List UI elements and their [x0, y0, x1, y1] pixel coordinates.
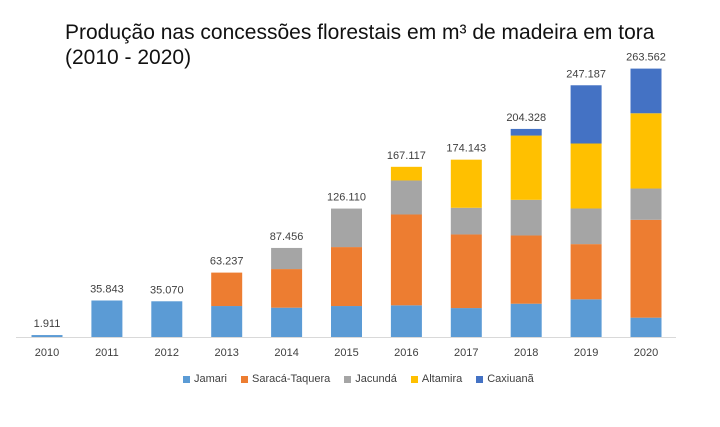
data-label-total-2020: 263.562 [626, 52, 666, 64]
bar-segment-altamira-2019 [570, 143, 602, 209]
bar-segment-jacund--2016 [390, 180, 422, 215]
bar-segment-jamari-2011 [91, 300, 123, 337]
legend-label: Saracá-Taquera [252, 373, 331, 385]
x-tick-label-2014: 2014 [274, 347, 298, 359]
bar-segment-sarac-taquera-2017 [450, 234, 482, 309]
legend-item-sarac-taquera: Saracá-Taquera [241, 373, 330, 385]
chart-title-line-1: Produção nas concessões florestais em m³… [65, 21, 655, 44]
x-tick-label-2011: 2011 [95, 347, 119, 359]
data-label-total-2011: 35.843 [90, 283, 124, 295]
data-label-total-2014: 87.456 [270, 231, 304, 243]
x-tick-label-2016: 2016 [394, 347, 418, 359]
chart-legend: Jamari Saracá-Taquera Jacundá Altamira Caxiu… [183, 373, 534, 385]
data-label-total-2017: 174.143 [446, 143, 486, 155]
bar-segment-jamari-2015 [331, 306, 362, 337]
bar-segment-jamari-2013 [211, 306, 243, 337]
bar-segment-caxiuan--2018 [510, 128, 542, 136]
bar-segment-sarac-taquera-2015 [331, 247, 362, 307]
bar-segment-sarac-taquera-2020 [630, 219, 662, 318]
legend-label: Altamira [421, 373, 463, 385]
bar-segment-jacund--2014 [271, 247, 303, 270]
legend-swatch [344, 375, 352, 383]
data-label-total-2019: 247.187 [566, 68, 606, 80]
x-tick-label-2018: 2018 [514, 347, 538, 359]
data-label-total-2012: 35.070 [150, 284, 184, 296]
data-label-total-2015: 126.110 [327, 192, 366, 204]
data-label-total-2016: 167.117 [387, 150, 426, 162]
bar-segment-jamari-2020 [630, 317, 662, 337]
bar-segment-altamira-2020 [630, 113, 662, 189]
bar-segment-sarac-taquera-2018 [510, 235, 542, 304]
legend-swatch [476, 375, 484, 383]
bar-segment-jamari-2012 [151, 301, 183, 337]
data-label-total-2018: 204.328 [506, 112, 546, 124]
data-label-total-2013: 63.237 [210, 256, 244, 268]
bar-segment-jacund--2018 [510, 199, 542, 236]
bar-segment-sarac-taquera-2014 [271, 269, 303, 308]
bar-segment-jamari-2016 [390, 305, 422, 337]
bar-segment-sarac-taquera-2019 [570, 244, 602, 300]
legend-swatch [410, 375, 418, 383]
bar-segment-altamira-2018 [510, 135, 542, 200]
legend-item-altamira: Altamira [410, 373, 463, 385]
x-tick-label-2020: 2020 [634, 347, 658, 359]
legend-swatch [183, 375, 190, 383]
bar-segment-jacund--2017 [450, 207, 482, 235]
legend-swatch [241, 375, 249, 383]
bar-segment-jacund--2015 [331, 208, 362, 248]
chart-title-line-2: (2010 - 2020) [65, 46, 192, 69]
x-tick-label-2013: 2013 [214, 347, 238, 359]
legend-item-caxiuan-: Caxiuanã [476, 373, 534, 385]
bar-segment-sarac-taquera-2016 [390, 214, 422, 306]
legend-item-jamari: Jamari [183, 373, 227, 385]
bar-segment-jacund--2020 [630, 188, 662, 220]
bar-segment-altamira-2016 [390, 166, 422, 181]
legend-label: Jacundá [355, 373, 397, 385]
bar-segment-jamari-2018 [510, 303, 542, 337]
data-label-total-2010: 1.911 [34, 318, 61, 330]
legend-label: Caxiuanã [487, 373, 534, 385]
bar-segment-jamari-2019 [570, 299, 602, 337]
bar-segment-jamari-2017 [450, 308, 482, 337]
chart-title: Produção nas concessões florestais em m³… [65, 20, 654, 70]
x-tick-label-2019: 2019 [574, 347, 598, 359]
bar-segment-jamari-2010 [31, 335, 63, 337]
bar-segment-jamari-2014 [271, 307, 303, 337]
bar-segment-jacund--2019 [570, 208, 602, 245]
bar-segment-caxiuan--2020 [630, 68, 662, 114]
legend-item-jacund-: Jacundá [344, 373, 397, 385]
x-tick-label-2015: 2015 [334, 347, 358, 359]
bar-segment-sarac-taquera-2013 [211, 272, 243, 307]
bar-segment-caxiuan--2019 [570, 85, 602, 144]
x-tick-label-2017: 2017 [454, 347, 478, 359]
bar-segment-altamira-2017 [450, 159, 482, 208]
x-tick-label-2012: 2012 [155, 347, 179, 359]
legend-label: Jamari [194, 373, 228, 385]
x-tick-label-2010: 2010 [35, 347, 59, 359]
